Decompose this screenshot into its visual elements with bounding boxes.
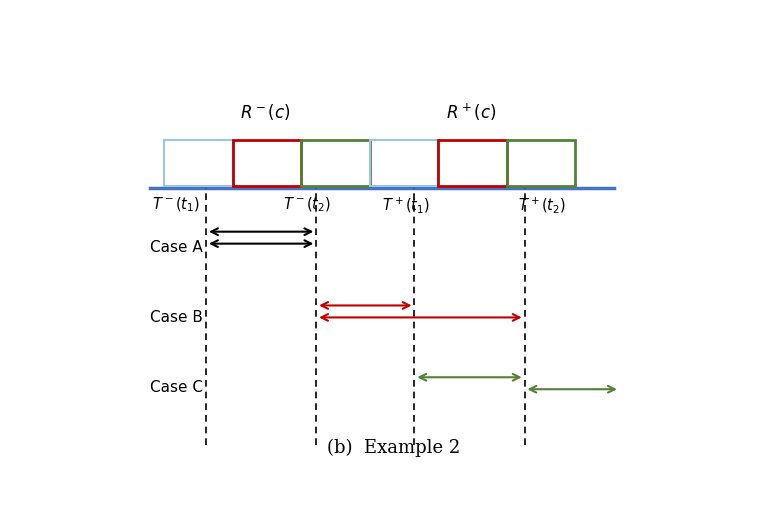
Text: Case B: Case B (150, 310, 203, 325)
Text: $T^-(t_2)$: $T^-(t_2)$ (283, 196, 331, 214)
Text: $R^+(c)$: $R^+(c)$ (446, 102, 496, 123)
Bar (233, 140, 301, 186)
Text: $T^-(t_1)$: $T^-(t_1)$ (152, 196, 200, 214)
Bar (301, 140, 369, 186)
Bar (507, 140, 575, 186)
Text: Case A: Case A (150, 240, 202, 255)
Text: (b)  Example 2: (b) Example 2 (327, 439, 460, 457)
Bar (439, 140, 507, 186)
Text: $T^+(t_1)$: $T^+(t_1)$ (382, 196, 429, 215)
Text: Case C: Case C (150, 380, 203, 395)
Bar (164, 140, 233, 186)
Bar (370, 140, 439, 186)
Text: $T^+(t_2)$: $T^+(t_2)$ (518, 196, 566, 215)
Text: $R^-(c)$: $R^-(c)$ (240, 102, 291, 122)
